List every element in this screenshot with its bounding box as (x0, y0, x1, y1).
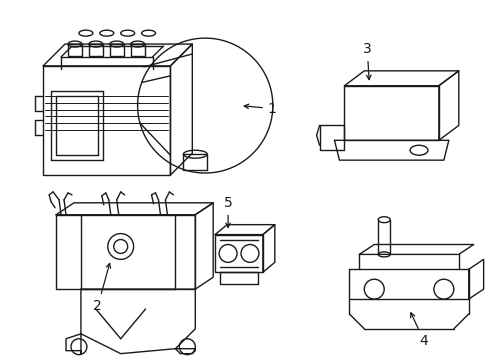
Text: 4: 4 (410, 313, 427, 348)
Text: 3: 3 (362, 42, 371, 80)
Text: 2: 2 (93, 264, 110, 313)
Text: 5: 5 (224, 196, 232, 228)
Text: 1: 1 (244, 102, 276, 116)
